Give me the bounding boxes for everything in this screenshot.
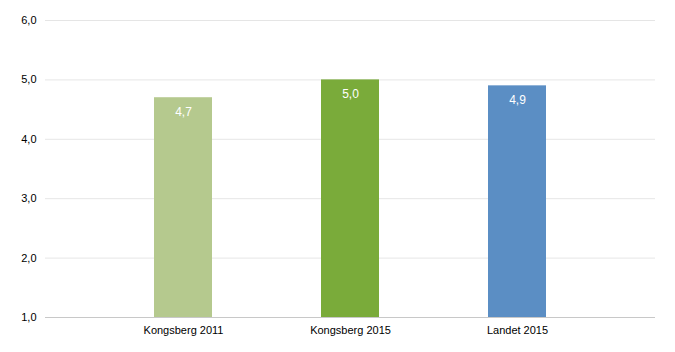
svg-text:4,9: 4,9 [509,93,526,107]
svg-text:2,0: 2,0 [21,252,36,264]
svg-text:Kongsberg 2011: Kongsberg 2011 [144,324,224,336]
svg-text:Landet 2015: Landet 2015 [487,324,548,336]
svg-text:5,0: 5,0 [21,73,36,85]
svg-text:Kongsberg 2015: Kongsberg 2015 [310,324,391,336]
svg-text:1,0: 1,0 [21,311,36,323]
svg-text:5,0: 5,0 [342,87,359,101]
svg-text:4,0: 4,0 [21,133,36,145]
svg-text:6,0: 6,0 [21,14,36,26]
svg-text:4,7: 4,7 [175,105,192,119]
svg-text:3,0: 3,0 [21,192,36,204]
